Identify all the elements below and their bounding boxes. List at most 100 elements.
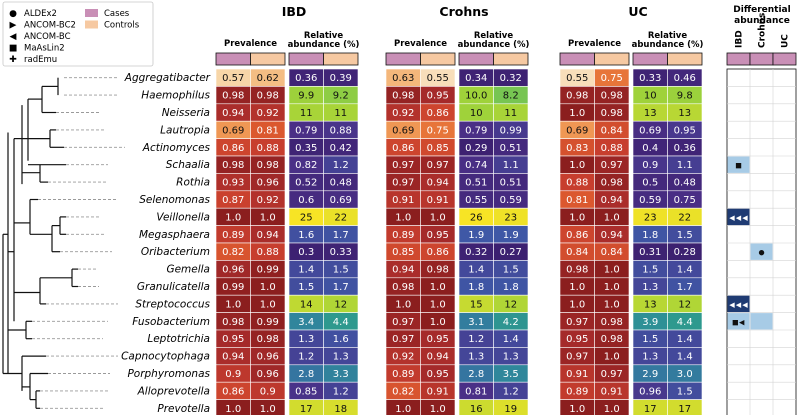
abundance-value: 12 [334,299,347,310]
abundance-value: 17 [678,404,691,415]
legend-label: ALDEx2 [24,9,57,19]
prevalence-value: 0.98 [392,282,414,293]
panel-title: UC [628,4,647,19]
abundance-value: 10 [644,91,657,102]
prevalence-value: 1.0 [569,299,585,310]
abundance-value: 1.1 [677,160,693,171]
abundance-value: 1.8 [468,282,484,293]
da-marker: ■ [732,318,739,326]
abundance-value: 1.3 [468,352,484,363]
legend-label: radEmu [24,55,57,65]
da-marker: ◀ [739,318,745,326]
legend: ● ALDEx2 ▶ ANCOM-BC2 ◀ ANCOM-BC ■ MaAsLin2 ✚ radE… [2,1,154,67]
abundance-value: 1.4 [503,334,519,345]
abundance-value: 12 [678,299,691,310]
legend-label: ANCOM-BC [24,32,71,42]
controls-header-swatch [250,52,286,66]
abundance-value: 1.2 [333,160,349,171]
prevalence-value: 1.0 [430,317,446,328]
da-column-label: UC [781,34,791,48]
da-highlight-cell [727,295,750,313]
abundance-value: 11 [504,108,517,119]
taxon-label: Lautropia [160,124,210,136]
abundance-value: 0.59 [500,195,522,206]
prevalence-value: 1.0 [260,404,276,415]
abundance-header: abundance (%) [632,40,704,50]
abundance-value: 1.5 [677,230,693,241]
prevalence-value: 0.97 [601,160,623,171]
taxon-labels: Aggregatibacter Haemophilus Neisseria Lautr… [121,72,211,415]
cases-header-swatch [288,52,324,66]
prevalence-value: 1.0 [569,282,585,293]
abundance-value: 3.9 [642,317,658,328]
abundance-value: 1.5 [642,334,658,345]
prevalence-value: 0.93 [222,178,244,189]
prevalence-value: 0.85 [392,247,414,258]
abundance-value: 9.8 [677,91,693,102]
prevalence-value: 0.96 [257,352,279,363]
prevalence-value: 0.98 [601,334,623,345]
abundance-header: Relative [304,31,343,41]
prevalence-value: 0.69 [392,125,414,136]
prevalence-value: 1.0 [569,212,585,223]
prevalence-value: 0.88 [601,143,623,154]
prevalence-value: 0.85 [427,143,449,154]
prevalence-value: 1.0 [260,299,276,310]
abundance-value: 3.0 [677,369,693,380]
prevalence-value: 0.97 [427,160,449,171]
prevalence-value: 0.83 [566,143,588,154]
abundance-value: 0.79 [295,125,317,136]
prevalence-header: Prevalence [224,39,277,49]
abundance-value: 1.5 [503,265,519,276]
abundance-cell [323,399,359,415]
abundance-value: 4.2 [503,317,519,328]
da-highlight-cell [727,313,750,330]
abundance-cell [667,399,703,415]
prevalence-value: 0.97 [392,178,414,189]
abundance-value: 0.85 [295,386,317,397]
prevalence-value: 0.89 [222,230,244,241]
abundance-value: 1.4 [677,334,693,345]
abundance-value: 1.2 [503,386,519,397]
abundance-value: 0.88 [330,125,352,136]
abundance-value: 19 [504,404,517,415]
prevalence-cell [250,399,286,415]
prevalence-value: 0.86 [427,247,449,258]
prevalence-header: Prevalence [568,39,621,49]
da-marker: ■ [735,162,742,170]
abundance-value: 9.2 [333,91,349,102]
prevalence-value: 0.95 [566,334,588,345]
prevalence-value: 0.92 [257,195,279,206]
abundance-value: 0.52 [295,178,317,189]
legend-marker-aldex2: ● [9,9,17,19]
prevalence-value: 0.75 [427,125,449,136]
legend-swatch-cases [85,9,98,17]
abundance-value: 3.1 [468,317,484,328]
abundance-value: 1.1 [503,160,519,171]
prevalence-value: 0.94 [601,230,623,241]
prevalence-value: 0.94 [257,230,279,241]
prevalence-value: 0.98 [257,334,279,345]
da-highlight-cell [727,156,750,173]
prevalence-value: 1.0 [225,299,241,310]
abundance-value: 13 [644,108,657,119]
prevalence-value: 0.81 [257,125,279,136]
taxon-label: Prevotella [157,403,210,415]
prevalence-value: 0.88 [257,247,279,258]
prevalence-value: 0.97 [601,369,623,380]
da-highlight-cell [727,208,750,226]
taxon-label: Megasphaera [139,229,210,241]
da-column-swatch [749,52,774,66]
abundance-value: 0.96 [639,386,661,397]
abundance-value: 1.4 [677,265,693,276]
prevalence-value: 0.97 [566,352,588,363]
prevalence-value: 0.62 [257,73,279,84]
controls-header-swatch [667,52,703,66]
abundance-value: 1.5 [333,265,349,276]
abundance-header: Relative [474,31,513,41]
prevalence-value: 0.95 [222,334,244,345]
abundance-header: abundance (%) [458,40,530,50]
legend-marker-maaslin2: ■ [9,44,18,54]
prevalence-value: 0.82 [392,386,414,397]
